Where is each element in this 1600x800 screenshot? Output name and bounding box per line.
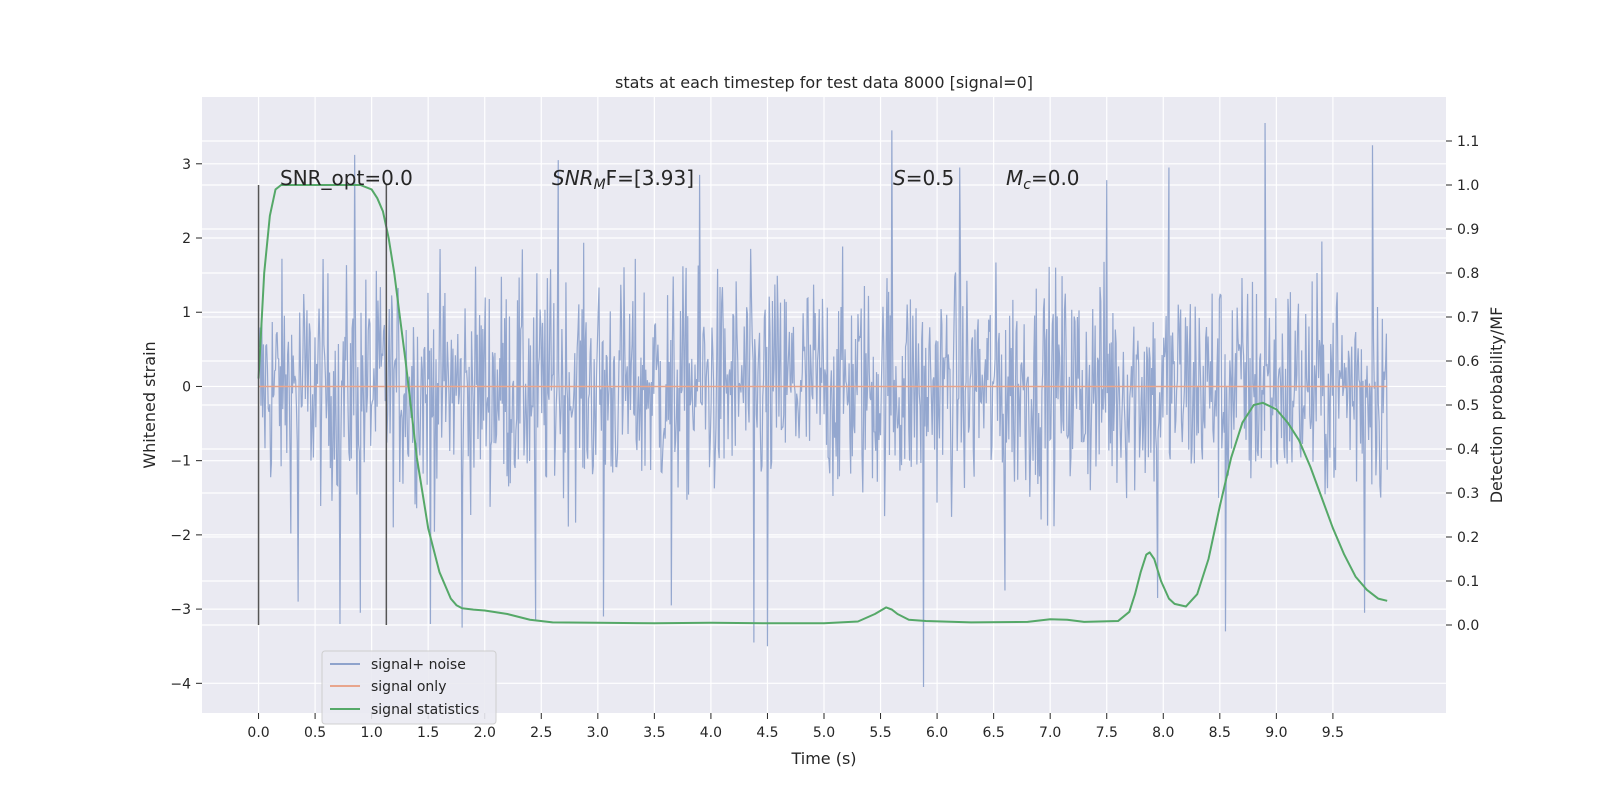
y2-tick-label-9: 0.2 [1457,530,1479,546]
y2-tick-label-10: 0.1 [1457,574,1479,590]
x-tick-label-12: 6.0 [926,725,948,741]
x-tick-label-18: 9.0 [1265,725,1287,741]
x-tick-label-0: 0.0 [247,725,269,741]
y2-tick-label-7: 0.4 [1457,442,1479,458]
y-tick-label-4: −1 [170,454,191,470]
y-tick-label-5: −2 [170,528,191,544]
x-tick-label-8: 4.0 [700,725,722,741]
y2-tick-label-3: 0.8 [1457,266,1479,282]
legend: signal+ noise signal only signal statist… [321,650,497,725]
vline-layer [257,185,388,625]
y2-tick-labels: 1.1 1.0 0.9 0.8 0.7 0.6 0.5 0.4 0.3 0.2 0.1 0.0 [1446,134,1479,634]
x-tick-label-16: 8.0 [1152,725,1174,741]
x-axis-label: Time (s) [790,749,856,768]
x-tick-label-3: 1.5 [417,725,439,741]
y2-tick-label-8: 0.3 [1457,486,1479,502]
x-tick-label-13: 6.5 [983,725,1005,741]
y-tick-label-6: −3 [170,602,191,618]
y-tick-label-1: 2 [182,231,191,247]
x-tick-label-19: 9.5 [1322,725,1344,741]
y-tick-label-0: 3 [182,157,191,173]
annotation-snr-opt: SNR_opt=0.0 [280,166,413,190]
x-tick-label-9: 4.5 [756,725,778,741]
x-tick-label-11: 5.5 [869,725,891,741]
x-tick-label-14: 7.0 [1039,725,1061,741]
series-signal-noise [257,122,1388,688]
x-tick-label-15: 7.5 [1096,725,1118,741]
x-tick-label-2: 1.0 [361,725,383,741]
y-tick-label-2: 1 [182,305,191,321]
y2-tick-label-0: 1.1 [1457,134,1479,150]
y2-tick-label-4: 0.7 [1457,310,1479,326]
x-tick-label-10: 5.0 [813,725,835,741]
legend-label-signal: signal only [371,679,446,695]
x-tick-labels: 0.0 0.5 1.0 1.5 2.0 2.5 3.0 3.5 4.0 4.5 5.0 5.5 6.0 6… [247,713,1344,741]
noise-layer [257,122,1388,688]
y-tick-label-3: 0 [182,379,191,395]
x-tick-label-17: 8.5 [1209,725,1231,741]
x-tick-label-6: 3.0 [587,725,609,741]
y2-tick-label-6: 0.5 [1457,398,1479,414]
y-tick-label-7: −4 [170,676,191,692]
stats-layer [257,184,1388,625]
y2-axis-label: Detection probability/MF [1487,307,1506,504]
x-tick-label-7: 3.5 [643,725,665,741]
y2-tick-label-11: 0.0 [1457,618,1479,634]
y2-tick-label-5: 0.6 [1457,354,1479,370]
annotation-s: S=0.5 [893,166,954,190]
x-tick-label-1: 0.5 [304,725,326,741]
x-tick-label-5: 2.5 [530,725,552,741]
annotation-mc: Mc=0.0 [1006,166,1080,193]
x-tick-label-4: 2.0 [474,725,496,741]
legend-label-noise: signal+ noise [371,657,466,673]
annotation-snr-mf: SNRMF=[3.93] [552,166,694,193]
y2-tick-label-2: 0.9 [1457,222,1479,238]
y-tick-labels: 3 2 1 0 −1 −2 −3 −4 [170,157,202,692]
series-signal-statistics [257,184,1388,625]
y-axis-label: Whitened strain [140,341,159,468]
y2-tick-label-1: 1.0 [1457,178,1479,194]
legend-box [321,650,497,725]
legend-label-stats: signal statistics [371,702,479,718]
chart-title: stats at each timestep for test data 800… [615,73,1033,92]
